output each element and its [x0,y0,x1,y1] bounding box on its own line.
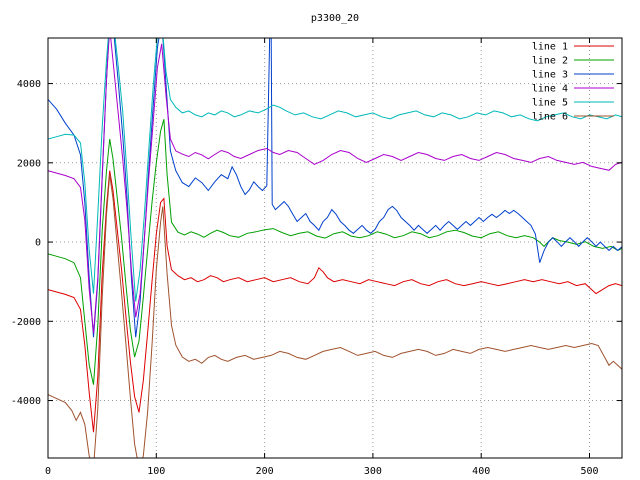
axes: 0 100 200 300 400 500 -4000 -2000 0 2000 4000 [11,38,622,477]
x-tick-label: 200 [256,466,274,477]
x-tick-label: 400 [472,466,490,477]
series-line-2 [48,119,622,385]
series-line-1 [48,170,622,433]
series-line-5 [48,38,622,302]
legend-label: line 4 [532,84,568,95]
series-line-3 [48,38,622,338]
x-tick-label: 0 [45,466,51,477]
x-tick-label: 500 [580,466,598,477]
y-tick-label: 0 [35,238,41,249]
legend-label: line 5 [532,98,568,109]
legend-label: line 1 [532,42,568,53]
x-tick-label: 300 [364,466,382,477]
plot-border [47,37,623,459]
series-line-6 [48,174,622,458]
chart-title: p3300_20 [311,13,359,24]
y-tick-label: -4000 [11,396,41,407]
series-line-4 [48,38,622,334]
x-tick-label: 100 [147,466,165,477]
legend-label: line 2 [532,56,568,67]
y-tick-label: -2000 [11,317,41,328]
legend: line 1 line 2 line 3 line 4 line 5 line 6 [532,42,614,123]
y-tick-label: 2000 [17,158,41,169]
y-tick-label: 4000 [17,79,41,90]
legend-label: line 6 [532,112,568,123]
legend-label: line 3 [532,70,568,81]
